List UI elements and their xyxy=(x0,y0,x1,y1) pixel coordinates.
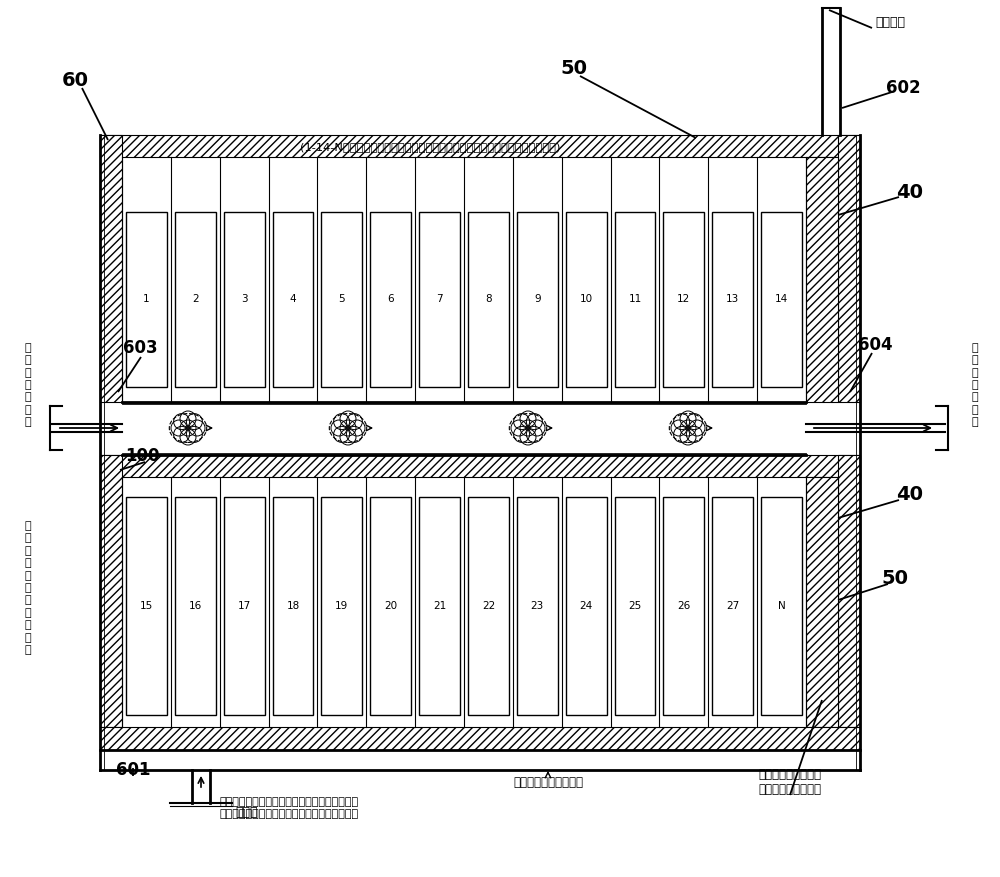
Bar xyxy=(100,727,860,750)
Text: （高压蕊汽锅炉外壳）: （高压蕊汽锅炉外壳） xyxy=(513,775,583,788)
Text: 26: 26 xyxy=(677,601,690,611)
Text: 电
子
束
团
注
出
口: 电 子 束 团 注 出 口 xyxy=(972,343,978,427)
Text: 5: 5 xyxy=(339,295,345,304)
Text: 2: 2 xyxy=(192,295,199,304)
Text: 蕊汽出口: 蕊汽出口 xyxy=(875,16,905,28)
Bar xyxy=(419,212,460,387)
Bar xyxy=(517,212,558,387)
Text: (1-14-N多个可以吸收电磁波的短线路圈，产生涡流部件及高频电磁波量吸收体): (1-14-N多个可以吸收电磁波的短线路圈，产生涡流部件及高频电磁波量吸收体) xyxy=(300,142,560,152)
Text: 7: 7 xyxy=(436,295,443,304)
Bar xyxy=(838,135,860,402)
Bar xyxy=(100,455,122,727)
Text: 60: 60 xyxy=(62,70,88,89)
Bar xyxy=(806,157,838,402)
Text: 12: 12 xyxy=(677,295,690,304)
Bar xyxy=(712,497,753,715)
Text: 21: 21 xyxy=(433,601,446,611)
Bar xyxy=(126,212,167,387)
Bar xyxy=(806,477,838,727)
Text: 24: 24 xyxy=(580,601,593,611)
Bar xyxy=(566,497,607,715)
Text: 4: 4 xyxy=(290,295,296,304)
Text: （电磁场电磁波隔板
金属或相应的制品）: （电磁场电磁波隔板 金属或相应的制品） xyxy=(759,768,822,796)
Bar xyxy=(175,212,216,387)
Bar xyxy=(100,135,860,157)
Text: 真
空
玻
璃
管
电
子
束
团
导
管: 真 空 玻 璃 管 电 子 束 团 导 管 xyxy=(25,521,31,655)
Text: 10: 10 xyxy=(580,295,593,304)
Text: 14: 14 xyxy=(775,295,788,304)
Text: 602: 602 xyxy=(886,79,920,97)
Bar xyxy=(273,212,313,387)
Text: 604: 604 xyxy=(858,336,892,354)
Text: 电
子
束
团
注
入
口: 电 子 束 团 注 入 口 xyxy=(25,343,31,427)
Text: 40: 40 xyxy=(896,486,924,504)
Bar xyxy=(663,497,704,715)
Bar xyxy=(419,497,460,715)
Text: 9: 9 xyxy=(534,295,541,304)
Text: 601: 601 xyxy=(116,761,150,779)
Text: 8: 8 xyxy=(485,295,492,304)
Bar xyxy=(615,497,655,715)
Text: 22: 22 xyxy=(482,601,495,611)
Text: 13: 13 xyxy=(726,295,739,304)
Bar xyxy=(126,497,167,715)
Bar xyxy=(321,497,362,715)
Text: 19: 19 xyxy=(335,601,348,611)
Bar xyxy=(712,212,753,387)
Bar xyxy=(100,135,122,402)
Bar xyxy=(100,455,860,477)
Bar xyxy=(370,212,411,387)
Bar xyxy=(761,212,802,387)
Bar xyxy=(224,212,265,387)
Bar xyxy=(175,497,216,715)
Bar xyxy=(615,212,655,387)
Bar xyxy=(224,497,265,715)
Bar xyxy=(370,497,411,715)
Text: 25: 25 xyxy=(628,601,642,611)
Bar xyxy=(838,455,860,727)
Text: 16: 16 xyxy=(189,601,202,611)
Text: 17: 17 xyxy=(238,601,251,611)
Bar xyxy=(517,497,558,715)
Text: 15: 15 xyxy=(140,601,153,611)
Bar xyxy=(273,497,313,715)
Text: （水和蕊汽混合体，电子束团产生了电磁波被电
磁能吸收装置吸收后给水加热转化为蕊汽能。）: （水和蕊汽混合体，电子束团产生了电磁波被电 磁能吸收装置吸收后给水加热转化为蕊汽… xyxy=(220,797,359,819)
Text: 1: 1 xyxy=(143,295,150,304)
Bar xyxy=(321,212,362,387)
Text: 加水口: 加水口 xyxy=(235,807,258,819)
Text: 23: 23 xyxy=(531,601,544,611)
Text: 603: 603 xyxy=(123,339,157,357)
Bar xyxy=(663,212,704,387)
Bar xyxy=(468,497,509,715)
Text: 27: 27 xyxy=(726,601,739,611)
Text: 40: 40 xyxy=(896,182,924,202)
Text: 50: 50 xyxy=(882,568,908,588)
Text: N: N xyxy=(778,601,785,611)
Text: 20: 20 xyxy=(384,601,397,611)
Text: 11: 11 xyxy=(628,295,642,304)
Bar xyxy=(468,212,509,387)
Text: 50: 50 xyxy=(560,59,588,77)
Text: 100: 100 xyxy=(125,447,159,465)
Text: 3: 3 xyxy=(241,295,247,304)
Bar xyxy=(566,212,607,387)
Text: 6: 6 xyxy=(387,295,394,304)
Text: 18: 18 xyxy=(286,601,300,611)
Bar xyxy=(761,497,802,715)
